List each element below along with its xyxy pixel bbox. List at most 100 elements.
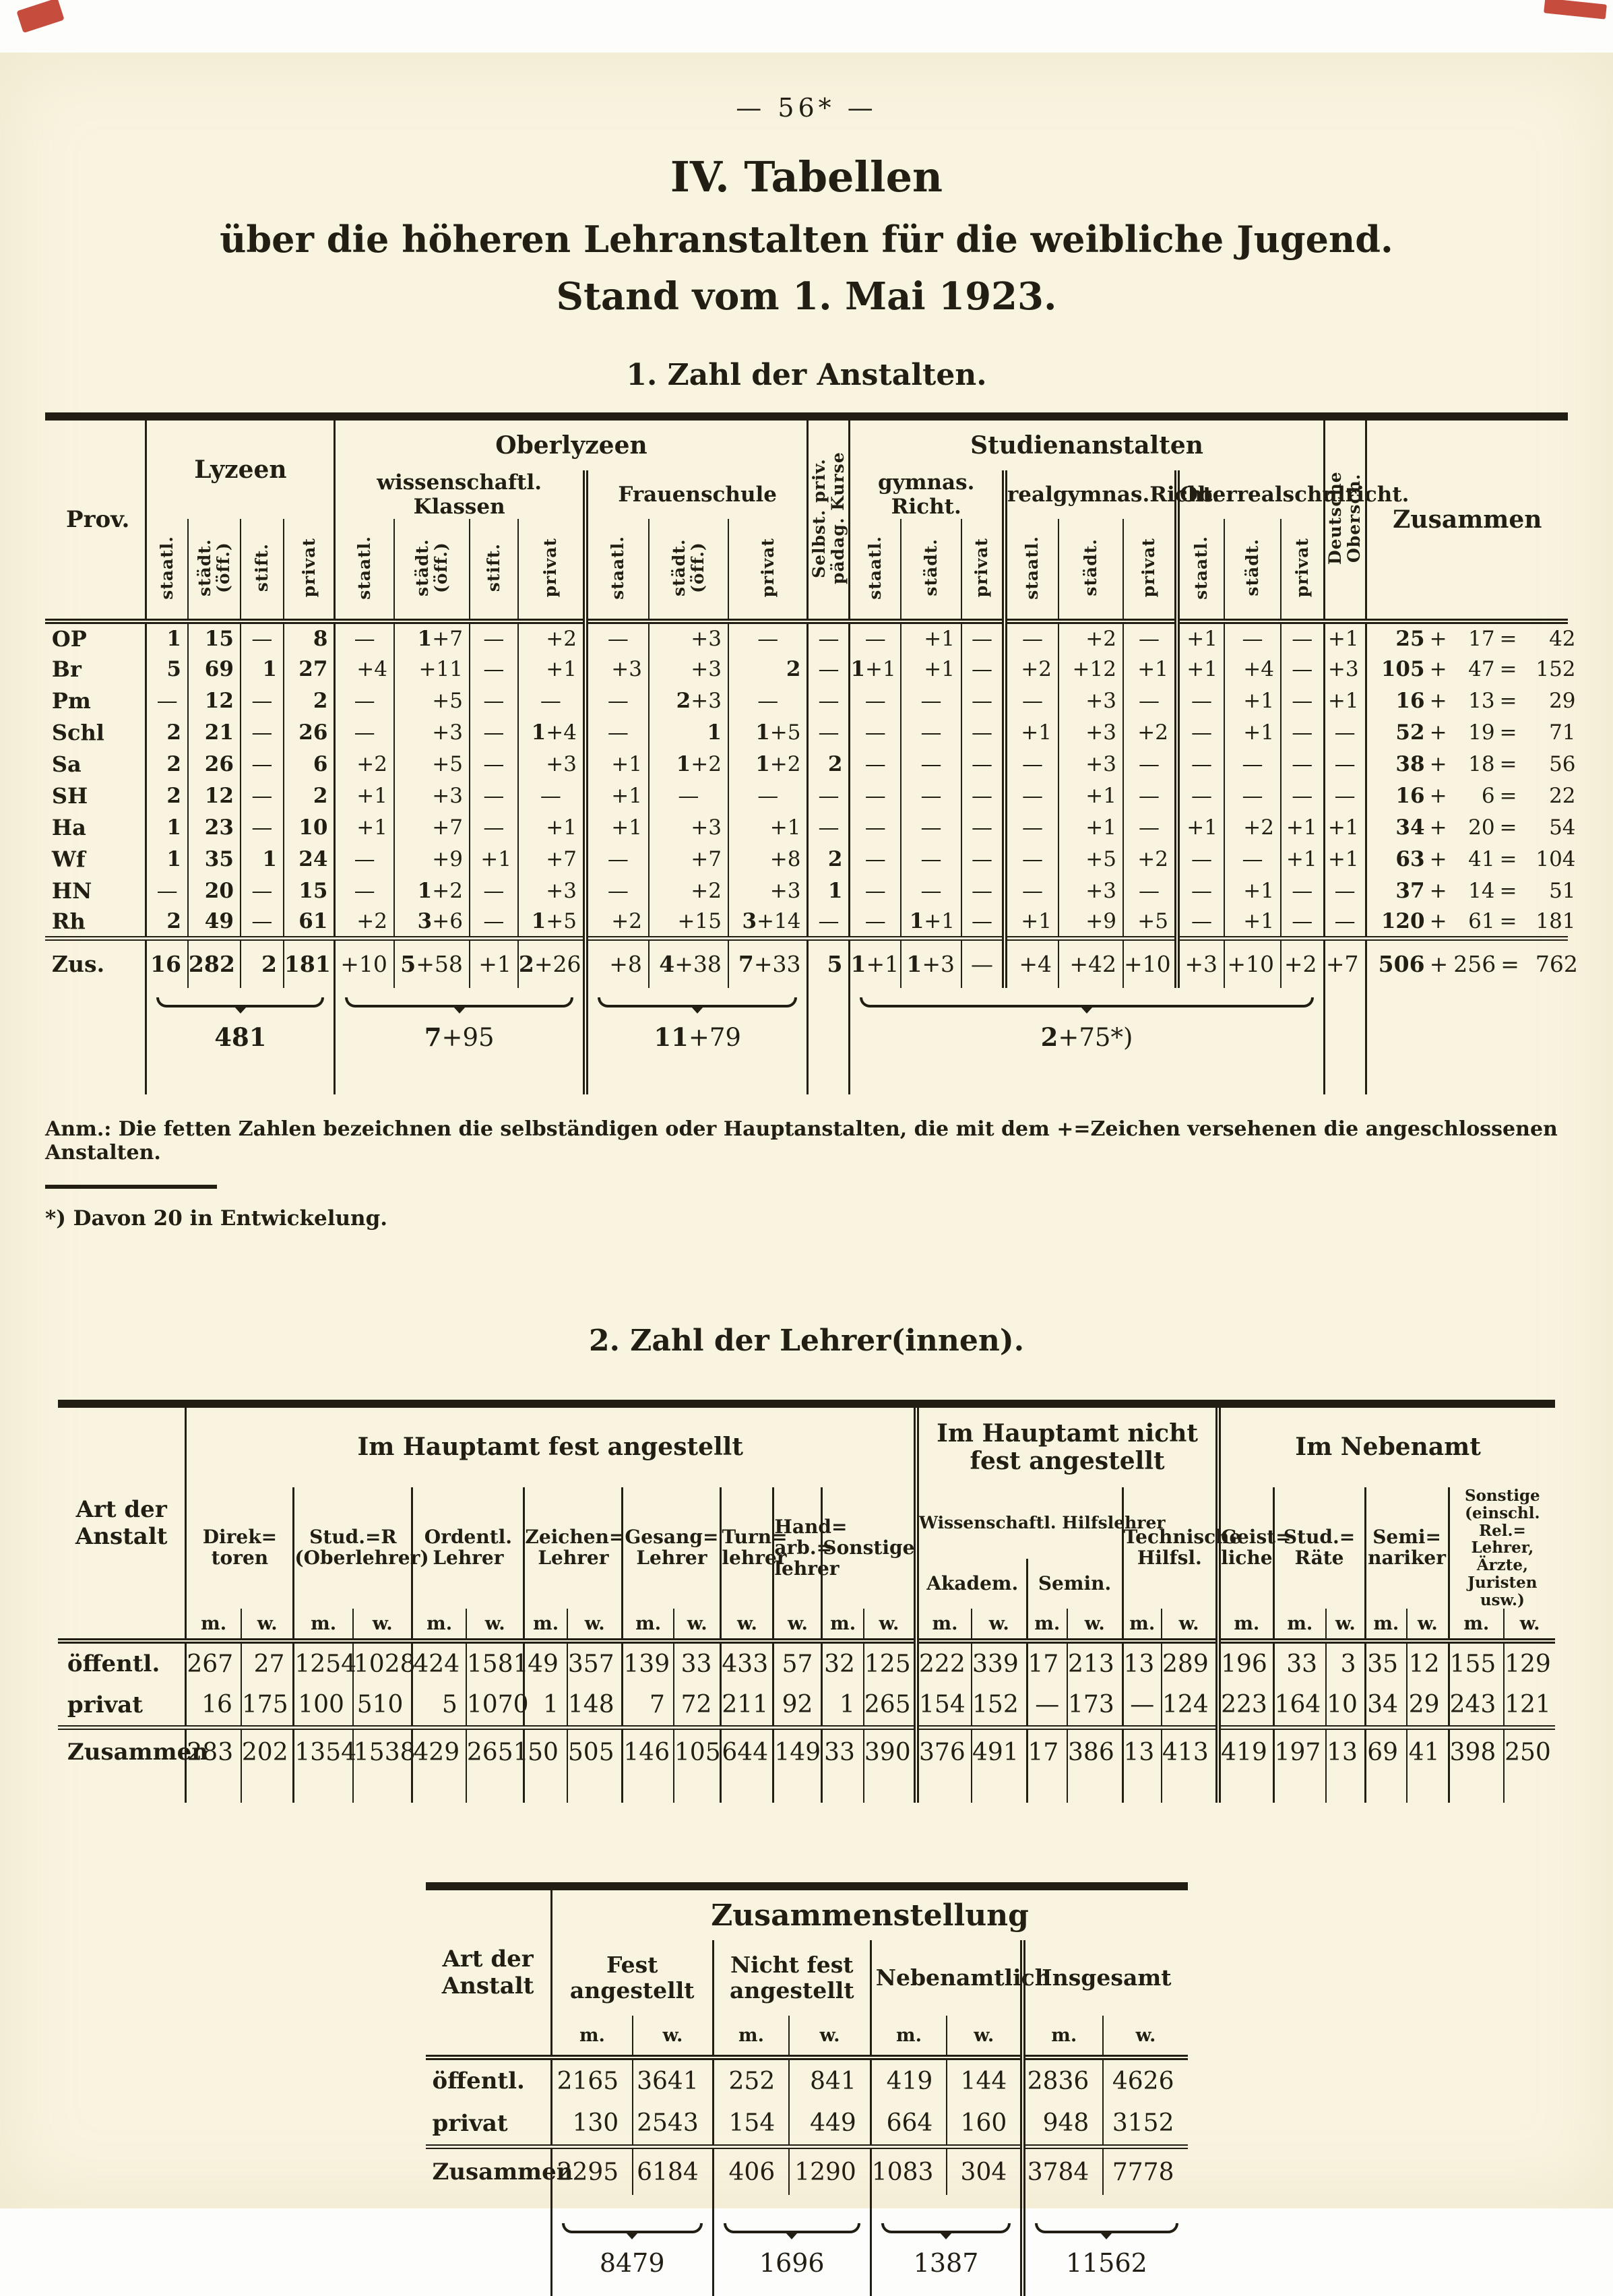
- mw-label: m.: [292, 1609, 353, 1642]
- cell: —: [1174, 716, 1224, 748]
- mw-label: m.: [185, 1609, 241, 1642]
- cell: —: [1122, 780, 1177, 811]
- table1-row: SH 2 12—2 +1 +3— — +1— — — — — — — +1— — — — —16 +6 = 22: [45, 780, 1576, 811]
- cell: 510: [352, 1684, 412, 1728]
- cell: 160: [946, 2102, 1023, 2147]
- cell: +5: [393, 748, 470, 780]
- cell: —: [1174, 685, 1224, 716]
- cell: 7: [621, 1684, 674, 1728]
- cell: 10: [1325, 1684, 1366, 1728]
- cell: 2836: [1020, 2055, 1104, 2103]
- cell: 20: [187, 875, 241, 906]
- red-scan-artifact-right: [1544, 0, 1607, 20]
- brace-lyzeen: 481: [145, 988, 335, 1094]
- cell: —: [1174, 875, 1224, 906]
- cell: 841: [788, 2055, 871, 2103]
- column-header-rotated: privat: [282, 519, 335, 621]
- table1-row: Sa 2 26—6 +2 +5— +3 +1 1+2 1+2 2— — — — +3— — — — —38 +18 =…: [45, 748, 1576, 780]
- mw-label: w.: [240, 1609, 294, 1642]
- col-sonstige-nebenamt: Sonstige (einschl. Rel.= Lehrer, Ärzte, …: [1447, 1487, 1556, 1609]
- col-header-zusammen: Zusammen: [1364, 421, 1569, 621]
- cell: 6: [282, 748, 335, 780]
- cell: —: [1323, 906, 1366, 938]
- cell: —: [1122, 748, 1177, 780]
- cell: —: [468, 748, 518, 780]
- cell: 223: [1215, 1684, 1274, 1728]
- cell: —: [1223, 748, 1281, 780]
- cell: 124: [1161, 1684, 1219, 1728]
- column-header-rotated: stift.: [239, 519, 284, 621]
- subgroup-wiss-klassen: wissenschaftl. Klassen: [334, 470, 586, 519]
- cell: 5: [145, 653, 188, 685]
- mw-label: m.: [411, 1609, 466, 1642]
- cell: 265: [862, 1684, 917, 1728]
- column-header-rotated: staatl.: [1001, 519, 1058, 621]
- cell: 49: [523, 1638, 567, 1685]
- cell: +3: [647, 811, 728, 843]
- cell: +3: [1057, 685, 1123, 716]
- cell: 4626: [1102, 2055, 1188, 2103]
- cell: +4: [1001, 935, 1058, 988]
- cell: —: [960, 935, 1005, 988]
- cell: 1+4: [517, 716, 586, 748]
- cell: 2165: [550, 2055, 633, 2103]
- cell: —: [1323, 875, 1366, 906]
- cell: —: [1279, 780, 1325, 811]
- cell: +2: [582, 906, 649, 938]
- cell: 2543: [632, 2102, 714, 2147]
- subgroup-gymnas: gymnas. Richt.: [848, 470, 1005, 519]
- table2-wrapper: Art der Anstalt Im Hauptamt fest angeste…: [57, 1400, 1556, 1803]
- cell: —: [960, 843, 1005, 875]
- mw-label: m.: [1020, 2016, 1104, 2058]
- cell: 413: [1161, 1725, 1219, 1775]
- cell: 164: [1272, 1684, 1327, 1728]
- province-label: Ha: [51, 814, 86, 840]
- group-header-studienanstalten: Studienanstalten: [848, 421, 1325, 470]
- row-label: öffentl.: [425, 2055, 552, 2103]
- cell: +1: [1279, 811, 1325, 843]
- cell: 12: [1406, 1638, 1449, 1685]
- cell: 1+5: [517, 906, 586, 938]
- cell: —: [334, 843, 394, 875]
- cell: +1: [517, 811, 586, 843]
- cell: +3: [727, 875, 808, 906]
- note-text: Anm.: Die fetten Zahlen bezeichnen die s…: [45, 1117, 1558, 1165]
- cell: 35: [187, 843, 241, 875]
- cell: 2: [282, 685, 335, 716]
- cell: 252: [711, 2055, 790, 2103]
- table1-row: Pm —12—2— +5— — —2+3— — — — — — +3— — +1— +1 16 +13 = 29: [45, 685, 1576, 716]
- cell: +3: [393, 780, 470, 811]
- cell: —: [1323, 716, 1366, 748]
- cell: +1: [1223, 716, 1281, 748]
- cell: —: [239, 748, 284, 780]
- col-direktoren: Direk= toren: [185, 1487, 294, 1609]
- row-label: privat: [67, 1691, 143, 1718]
- col-seminariker: Semi= nariker: [1364, 1487, 1449, 1609]
- cell: 1290: [788, 2144, 871, 2196]
- row-total: 16 +6 = 22: [1364, 780, 1576, 811]
- cell: +15: [647, 906, 728, 938]
- col-semin: Semin.: [1025, 1558, 1123, 1609]
- cell: +3: [1174, 935, 1224, 988]
- cell: —: [468, 780, 518, 811]
- cell: —: [239, 906, 284, 938]
- cell: —: [239, 685, 284, 716]
- subgroup-oberrealschul: Oberrealschulricht.: [1174, 470, 1409, 519]
- cell: —: [806, 811, 850, 843]
- cell: —: [899, 843, 961, 875]
- cell: 175: [240, 1684, 294, 1728]
- table-zusammenstellung: Art der Anstalt Zusammenstellung Fest an…: [425, 1890, 1188, 2296]
- cell: 491: [971, 1725, 1027, 1775]
- page-number: — 56* —: [736, 93, 877, 123]
- cell: 1: [145, 811, 188, 843]
- cell: 419: [1215, 1725, 1274, 1775]
- cell: —: [806, 906, 850, 938]
- cell: —: [899, 875, 961, 906]
- cell: —: [848, 811, 901, 843]
- col-header-prov: Prov.: [66, 506, 130, 533]
- mw-label: m.: [1447, 1609, 1505, 1642]
- cell: +3: [517, 875, 586, 906]
- document-title: IV. Tabellen: [670, 152, 943, 201]
- cell: —: [1223, 780, 1281, 811]
- table1-row: Rh 2 49—61 +2 3+6—1+5 +2 +15 3+14— —1+1— +1 +9 +5— +…: [45, 906, 1576, 938]
